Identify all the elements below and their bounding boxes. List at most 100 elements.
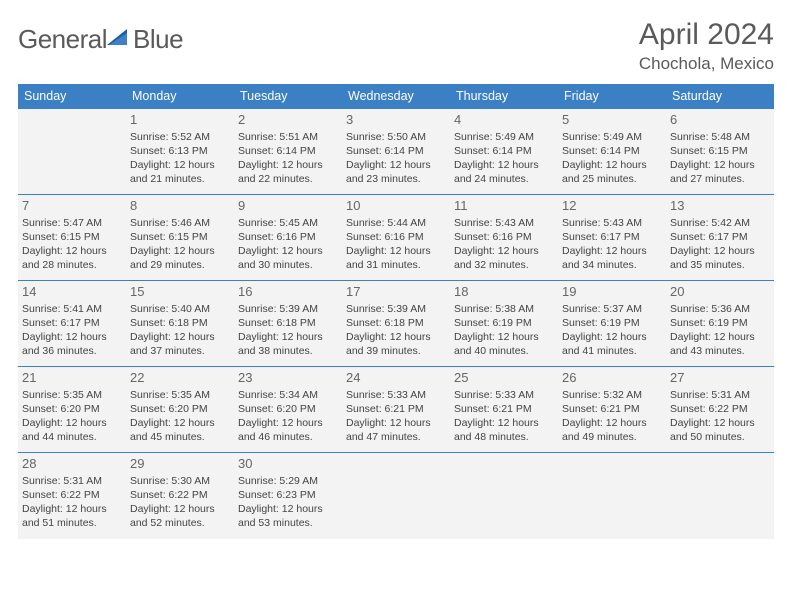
- day-header-row: Sunday Monday Tuesday Wednesday Thursday…: [18, 84, 774, 109]
- sunset-line: Sunset: 6:13 PM: [130, 144, 230, 158]
- daylight-line-1: Daylight: 12 hours: [562, 330, 662, 344]
- day-number: 30: [238, 455, 338, 473]
- day-header: Friday: [558, 84, 666, 109]
- sunrise-line: Sunrise: 5:49 AM: [454, 130, 554, 144]
- day-number: 15: [130, 283, 230, 301]
- daylight-line-1: Daylight: 12 hours: [238, 502, 338, 516]
- day-number: 13: [670, 197, 770, 215]
- day-cell: 23Sunrise: 5:34 AMSunset: 6:20 PMDayligh…: [234, 367, 342, 453]
- daylight-line-2: and 32 minutes.: [454, 258, 554, 272]
- sunset-line: Sunset: 6:19 PM: [670, 316, 770, 330]
- sunset-line: Sunset: 6:18 PM: [238, 316, 338, 330]
- day-cell: 17Sunrise: 5:39 AMSunset: 6:18 PMDayligh…: [342, 281, 450, 367]
- daylight-line-2: and 22 minutes.: [238, 172, 338, 186]
- sunrise-line: Sunrise: 5:40 AM: [130, 302, 230, 316]
- day-cell: 22Sunrise: 5:35 AMSunset: 6:20 PMDayligh…: [126, 367, 234, 453]
- daylight-line-2: and 39 minutes.: [346, 344, 446, 358]
- day-number: 23: [238, 369, 338, 387]
- daylight-line-1: Daylight: 12 hours: [130, 330, 230, 344]
- sunrise-line: Sunrise: 5:38 AM: [454, 302, 554, 316]
- sunrise-line: Sunrise: 5:45 AM: [238, 216, 338, 230]
- day-cell: 13Sunrise: 5:42 AMSunset: 6:17 PMDayligh…: [666, 195, 774, 281]
- day-cell: 2Sunrise: 5:51 AMSunset: 6:14 PMDaylight…: [234, 109, 342, 195]
- daylight-line-1: Daylight: 12 hours: [238, 244, 338, 258]
- day-cell: 28Sunrise: 5:31 AMSunset: 6:22 PMDayligh…: [18, 453, 126, 539]
- daylight-line-1: Daylight: 12 hours: [130, 416, 230, 430]
- day-number: 28: [22, 455, 122, 473]
- day-number: 14: [22, 283, 122, 301]
- day-cell: [18, 109, 126, 195]
- day-number: 22: [130, 369, 230, 387]
- day-cell: 11Sunrise: 5:43 AMSunset: 6:16 PMDayligh…: [450, 195, 558, 281]
- brand-name-a: General: [18, 24, 107, 55]
- day-cell: [342, 453, 450, 539]
- brand-logo: General Blue: [18, 24, 183, 55]
- daylight-line-1: Daylight: 12 hours: [670, 416, 770, 430]
- day-cell: 26Sunrise: 5:32 AMSunset: 6:21 PMDayligh…: [558, 367, 666, 453]
- day-number: 29: [130, 455, 230, 473]
- daylight-line-1: Daylight: 12 hours: [238, 330, 338, 344]
- sunrise-line: Sunrise: 5:35 AM: [22, 388, 122, 402]
- sunrise-line: Sunrise: 5:43 AM: [562, 216, 662, 230]
- daylight-line-2: and 52 minutes.: [130, 516, 230, 530]
- day-header: Tuesday: [234, 84, 342, 109]
- day-cell: 1Sunrise: 5:52 AMSunset: 6:13 PMDaylight…: [126, 109, 234, 195]
- sunrise-line: Sunrise: 5:31 AM: [22, 474, 122, 488]
- daylight-line-2: and 31 minutes.: [346, 258, 446, 272]
- sunrise-line: Sunrise: 5:46 AM: [130, 216, 230, 230]
- day-header: Saturday: [666, 84, 774, 109]
- daylight-line-2: and 40 minutes.: [454, 344, 554, 358]
- daylight-line-2: and 24 minutes.: [454, 172, 554, 186]
- sunset-line: Sunset: 6:18 PM: [346, 316, 446, 330]
- daylight-line-2: and 46 minutes.: [238, 430, 338, 444]
- day-number: 2: [238, 111, 338, 129]
- sunrise-line: Sunrise: 5:36 AM: [670, 302, 770, 316]
- sunset-line: Sunset: 6:21 PM: [454, 402, 554, 416]
- daylight-line-2: and 45 minutes.: [130, 430, 230, 444]
- day-cell: 15Sunrise: 5:40 AMSunset: 6:18 PMDayligh…: [126, 281, 234, 367]
- sunrise-line: Sunrise: 5:39 AM: [346, 302, 446, 316]
- week-row: 21Sunrise: 5:35 AMSunset: 6:20 PMDayligh…: [18, 367, 774, 453]
- day-cell: [666, 453, 774, 539]
- daylight-line-2: and 49 minutes.: [562, 430, 662, 444]
- day-cell: 25Sunrise: 5:33 AMSunset: 6:21 PMDayligh…: [450, 367, 558, 453]
- day-number: 6: [670, 111, 770, 129]
- sunset-line: Sunset: 6:16 PM: [238, 230, 338, 244]
- week-row: 28Sunrise: 5:31 AMSunset: 6:22 PMDayligh…: [18, 453, 774, 539]
- day-cell: 5Sunrise: 5:49 AMSunset: 6:14 PMDaylight…: [558, 109, 666, 195]
- daylight-line-1: Daylight: 12 hours: [346, 416, 446, 430]
- daylight-line-1: Daylight: 12 hours: [562, 158, 662, 172]
- day-cell: 3Sunrise: 5:50 AMSunset: 6:14 PMDaylight…: [342, 109, 450, 195]
- day-cell: [450, 453, 558, 539]
- sunrise-line: Sunrise: 5:43 AM: [454, 216, 554, 230]
- sunset-line: Sunset: 6:14 PM: [238, 144, 338, 158]
- sunset-line: Sunset: 6:20 PM: [130, 402, 230, 416]
- day-cell: 30Sunrise: 5:29 AMSunset: 6:23 PMDayligh…: [234, 453, 342, 539]
- day-cell: 7Sunrise: 5:47 AMSunset: 6:15 PMDaylight…: [18, 195, 126, 281]
- day-number: 19: [562, 283, 662, 301]
- sunrise-line: Sunrise: 5:47 AM: [22, 216, 122, 230]
- day-header: Wednesday: [342, 84, 450, 109]
- day-number: 25: [454, 369, 554, 387]
- daylight-line-2: and 43 minutes.: [670, 344, 770, 358]
- daylight-line-1: Daylight: 12 hours: [130, 158, 230, 172]
- daylight-line-2: and 48 minutes.: [454, 430, 554, 444]
- sunrise-line: Sunrise: 5:49 AM: [562, 130, 662, 144]
- day-number: 7: [22, 197, 122, 215]
- sunrise-line: Sunrise: 5:32 AM: [562, 388, 662, 402]
- daylight-line-1: Daylight: 12 hours: [454, 158, 554, 172]
- daylight-line-2: and 21 minutes.: [130, 172, 230, 186]
- sunset-line: Sunset: 6:19 PM: [454, 316, 554, 330]
- daylight-line-2: and 51 minutes.: [22, 516, 122, 530]
- sunset-line: Sunset: 6:14 PM: [346, 144, 446, 158]
- day-cell: 9Sunrise: 5:45 AMSunset: 6:16 PMDaylight…: [234, 195, 342, 281]
- sunrise-line: Sunrise: 5:33 AM: [454, 388, 554, 402]
- sunrise-line: Sunrise: 5:51 AM: [238, 130, 338, 144]
- sunrise-line: Sunrise: 5:39 AM: [238, 302, 338, 316]
- daylight-line-2: and 27 minutes.: [670, 172, 770, 186]
- sunset-line: Sunset: 6:15 PM: [130, 230, 230, 244]
- daylight-line-1: Daylight: 12 hours: [130, 502, 230, 516]
- day-cell: 21Sunrise: 5:35 AMSunset: 6:20 PMDayligh…: [18, 367, 126, 453]
- daylight-line-1: Daylight: 12 hours: [562, 244, 662, 258]
- sunrise-line: Sunrise: 5:41 AM: [22, 302, 122, 316]
